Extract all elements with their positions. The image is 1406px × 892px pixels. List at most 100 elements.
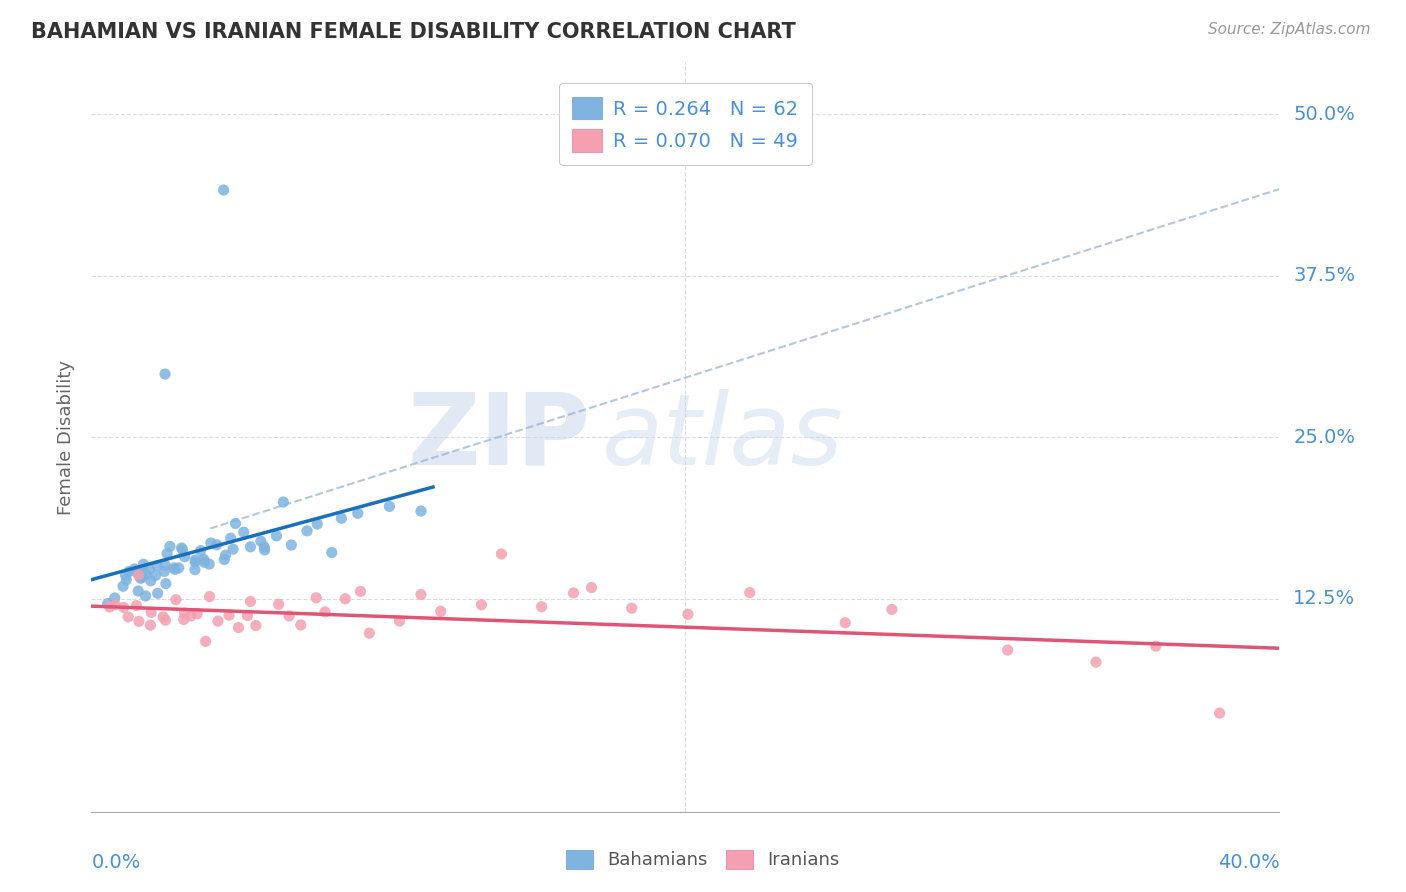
Point bbox=[155, 613, 177, 627]
Text: atlas: atlas bbox=[602, 389, 844, 485]
Point bbox=[124, 562, 146, 576]
Point bbox=[239, 594, 262, 608]
Point bbox=[127, 584, 149, 599]
Point bbox=[280, 538, 302, 552]
Point bbox=[111, 579, 134, 593]
Point bbox=[212, 183, 235, 197]
Point bbox=[135, 567, 157, 582]
Point bbox=[409, 504, 432, 518]
Point bbox=[159, 540, 181, 554]
Point bbox=[290, 618, 312, 632]
Point bbox=[146, 558, 169, 573]
Point bbox=[253, 540, 276, 554]
Point bbox=[219, 531, 242, 545]
Point bbox=[214, 552, 236, 566]
Point bbox=[125, 599, 148, 613]
Point bbox=[207, 614, 229, 628]
Point bbox=[245, 618, 267, 632]
Point bbox=[378, 500, 401, 514]
Point bbox=[307, 516, 329, 531]
Text: 0.0%: 0.0% bbox=[91, 854, 141, 872]
Point bbox=[132, 558, 155, 572]
Point bbox=[335, 591, 357, 606]
Point bbox=[198, 590, 221, 604]
Point bbox=[194, 634, 217, 648]
Point bbox=[114, 568, 136, 582]
Point bbox=[131, 570, 153, 584]
Text: ZIP: ZIP bbox=[408, 389, 591, 485]
Point bbox=[112, 600, 135, 615]
Point bbox=[139, 618, 162, 632]
Point bbox=[470, 598, 492, 612]
Point bbox=[186, 607, 208, 621]
Y-axis label: Female Disability: Female Disability bbox=[58, 359, 76, 515]
Point bbox=[104, 591, 127, 605]
Point bbox=[232, 525, 254, 540]
Point bbox=[172, 542, 194, 557]
Point bbox=[620, 601, 643, 615]
Point bbox=[218, 608, 240, 623]
Point bbox=[738, 585, 761, 599]
Point bbox=[139, 574, 162, 588]
Point bbox=[581, 581, 603, 595]
Point bbox=[153, 558, 176, 573]
Point bbox=[146, 586, 169, 600]
Point bbox=[173, 613, 195, 627]
Point bbox=[184, 553, 207, 567]
Point bbox=[97, 597, 120, 611]
Point bbox=[163, 562, 186, 576]
Point bbox=[184, 563, 207, 577]
Point bbox=[115, 573, 138, 587]
Point bbox=[129, 566, 152, 580]
Point bbox=[117, 610, 139, 624]
Point bbox=[129, 571, 152, 585]
Point bbox=[155, 576, 177, 591]
Point bbox=[153, 565, 176, 579]
Point bbox=[145, 568, 167, 582]
Point bbox=[225, 516, 247, 531]
Point bbox=[98, 600, 121, 615]
Point bbox=[834, 615, 856, 630]
Point bbox=[141, 606, 163, 620]
Point bbox=[349, 584, 371, 599]
Point bbox=[180, 609, 202, 624]
Point bbox=[880, 602, 903, 616]
Text: 50.0%: 50.0% bbox=[1294, 104, 1355, 124]
Legend: R = 0.264   N = 62, R = 0.070   N = 49: R = 0.264 N = 62, R = 0.070 N = 49 bbox=[558, 83, 813, 165]
Point bbox=[127, 566, 149, 580]
Text: 37.5%: 37.5% bbox=[1294, 266, 1355, 285]
Point bbox=[266, 529, 288, 543]
Legend: Bahamians, Iranians: Bahamians, Iranians bbox=[557, 841, 849, 879]
Point bbox=[429, 604, 451, 618]
Point bbox=[250, 534, 273, 549]
Point bbox=[135, 589, 157, 603]
Point bbox=[153, 367, 176, 381]
Point bbox=[330, 511, 353, 525]
Point bbox=[193, 552, 215, 566]
Point bbox=[128, 568, 150, 582]
Point bbox=[200, 536, 222, 550]
Point bbox=[676, 607, 699, 622]
Point bbox=[253, 543, 276, 558]
Text: Source: ZipAtlas.com: Source: ZipAtlas.com bbox=[1208, 22, 1371, 37]
Point bbox=[530, 599, 553, 614]
Point bbox=[1084, 655, 1107, 669]
Point bbox=[138, 562, 160, 576]
Point bbox=[321, 545, 343, 559]
Text: 25.0%: 25.0% bbox=[1294, 427, 1355, 447]
Point bbox=[193, 555, 215, 569]
Point bbox=[184, 555, 207, 569]
Point bbox=[205, 538, 228, 552]
Point bbox=[267, 597, 290, 611]
Point bbox=[491, 547, 513, 561]
Point bbox=[163, 561, 186, 575]
Point bbox=[190, 543, 212, 558]
Point bbox=[271, 495, 294, 509]
Point bbox=[156, 547, 179, 561]
Point bbox=[198, 557, 221, 571]
Point bbox=[222, 542, 245, 557]
Point bbox=[239, 540, 262, 554]
Point bbox=[278, 608, 301, 623]
Point bbox=[118, 565, 141, 579]
Point bbox=[305, 591, 328, 605]
